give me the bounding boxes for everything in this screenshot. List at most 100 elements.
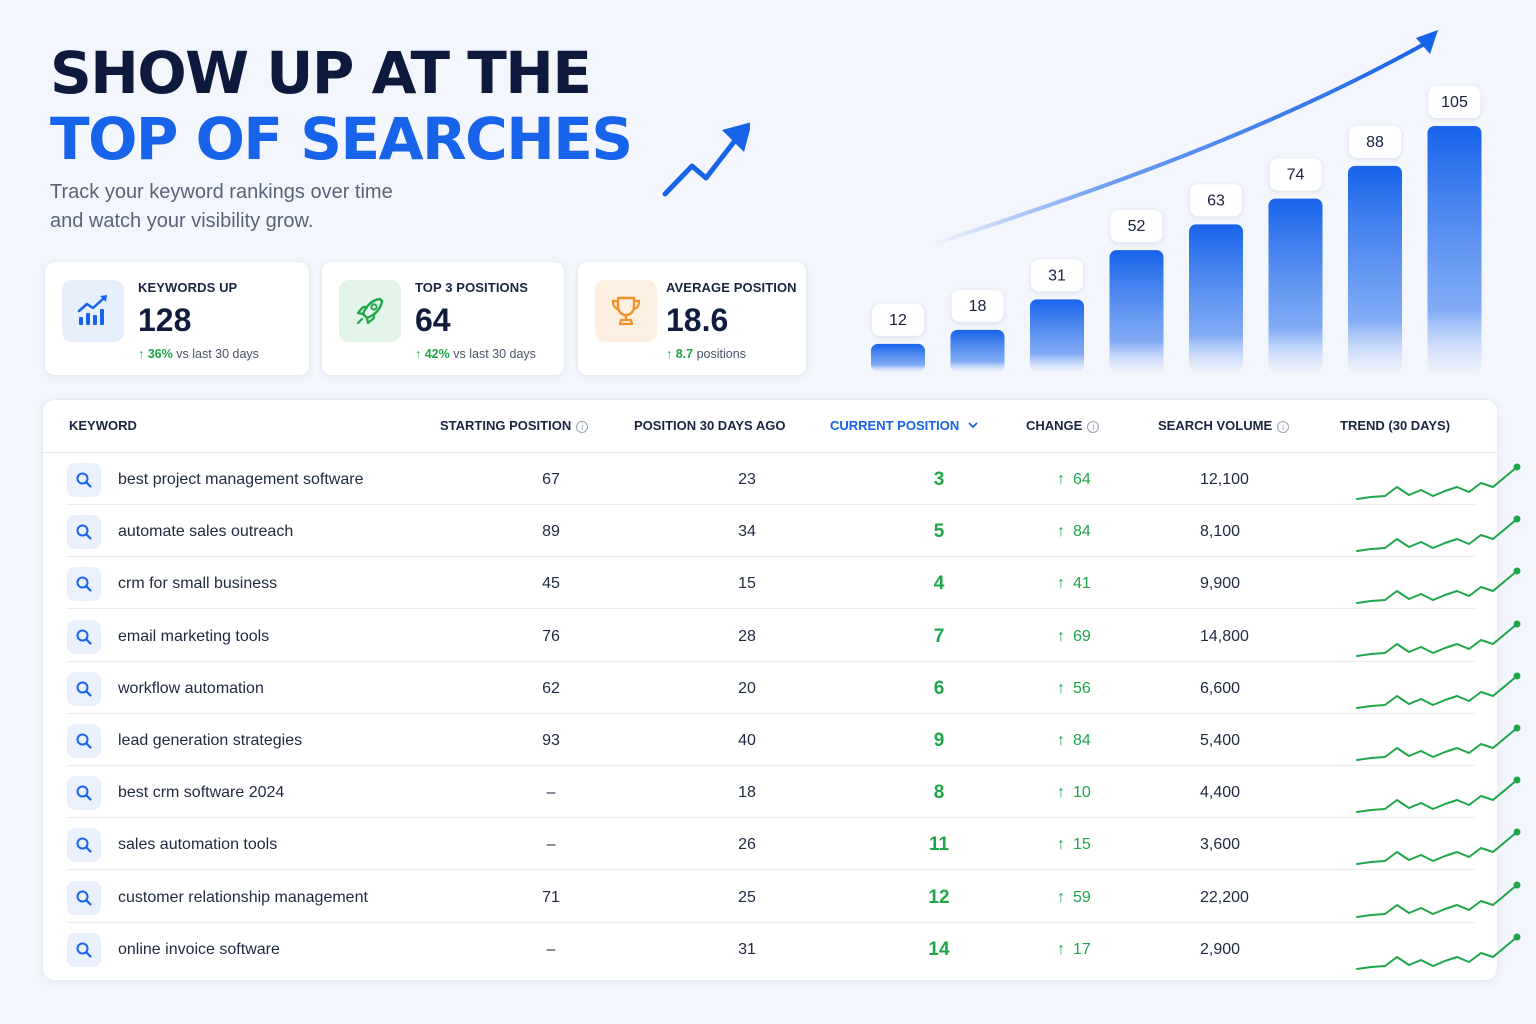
- table-row[interactable]: online invoice software – 31 14 ↑ 17 2,90…: [67, 923, 1521, 975]
- table-row[interactable]: crm for small business 45 15 4 ↑ 41 9,900: [67, 557, 1521, 610]
- info-icon[interactable]: i: [1277, 421, 1290, 433]
- up-arrow-icon: ↑: [1057, 732, 1065, 749]
- keyword-cell[interactable]: lead generation strategies: [118, 732, 303, 749]
- bar-value-text: 31: [1048, 267, 1066, 284]
- current-position-cell: 4: [933, 573, 945, 595]
- stat-delta-value: 42%: [424, 347, 450, 361]
- starting-position-cell: 45: [542, 575, 560, 593]
- bar-5: [1189, 224, 1243, 372]
- change-value: 41: [1073, 575, 1091, 593]
- up-arrow-icon: ↑: [138, 347, 148, 361]
- trend-sparkline: [1356, 881, 1521, 918]
- stat-delta: ↑ 42% vs last 30 days: [415, 347, 536, 361]
- stat-label: TOP 3 POSITIONS: [415, 280, 528, 295]
- search-icon: [67, 619, 101, 654]
- current-position-cell: 8: [933, 782, 945, 804]
- table-row[interactable]: workflow automation 62 20 6 ↑ 56 6,600: [67, 662, 1521, 714]
- starting-position-cell: –: [546, 940, 556, 958]
- bar-value-label: 88: [1349, 125, 1401, 158]
- table-row[interactable]: customer relationship management 71 25 1…: [67, 871, 1521, 923]
- header-start-label: STARTING POSITION: [440, 418, 572, 433]
- position-30-days-ago-cell: 40: [738, 732, 756, 749]
- stat-value: 128: [138, 302, 192, 338]
- starting-position-cell: 71: [542, 888, 560, 906]
- header-trend: TREND (30 DAYS): [1340, 418, 1450, 433]
- change-value: 10: [1073, 784, 1091, 802]
- info-icon[interactable]: i: [576, 421, 589, 433]
- trend-sparkline: [1356, 463, 1521, 500]
- change-value: 56: [1073, 679, 1091, 697]
- starting-position-cell: 76: [542, 627, 560, 645]
- keyword-cell[interactable]: crm for small business: [118, 575, 278, 593]
- search-volume-cell: 8,100: [1200, 523, 1241, 541]
- stat-delta-text: positions: [696, 347, 746, 361]
- keyword-cell[interactable]: best crm software 2024: [118, 784, 285, 802]
- keyword-cell[interactable]: email marketing tools: [118, 627, 270, 645]
- bar-6: [1268, 198, 1323, 372]
- position-30-days-ago-cell: 26: [738, 836, 756, 854]
- search-volume-cell: 4,400: [1200, 784, 1241, 802]
- bar-value-label: 105: [1428, 86, 1481, 118]
- trend-sparkline: [1356, 933, 1521, 970]
- bar-value-label: 12: [872, 303, 924, 336]
- title-line-2: TOP OF SEARCHES: [50, 105, 633, 173]
- bar-value-text: 18: [969, 298, 987, 315]
- starting-position-cell: –: [546, 784, 556, 802]
- change-value: 64: [1073, 471, 1091, 488]
- header-position-30-days-ago[interactable]: POSITION 30 DAYS AGO: [634, 418, 785, 433]
- search-icon: [67, 932, 101, 967]
- keyword-cell[interactable]: best project management software: [118, 471, 364, 488]
- stat-value: 18.6: [666, 302, 729, 338]
- search-volume-cell: 5,400: [1200, 732, 1241, 749]
- up-arrow-icon: ↑: [666, 347, 676, 361]
- bar-value-label: 18: [951, 289, 1004, 322]
- keyword-cell[interactable]: sales automation tools: [118, 836, 278, 854]
- trend-arrow-head: [1416, 30, 1438, 54]
- table-row[interactable]: automate sales outreach 89 34 5 ↑ 84 8,10…: [67, 505, 1521, 558]
- info-icon[interactable]: i: [1087, 421, 1100, 433]
- change-value: 17: [1073, 940, 1091, 958]
- stat-delta-value: 8.7: [675, 347, 694, 361]
- bar-value-label: 74: [1269, 158, 1322, 191]
- header-keyword[interactable]: KEYWORD: [69, 418, 137, 433]
- header-starting-position[interactable]: STARTING POSITION i: [440, 418, 589, 433]
- trend-sparkline: [1356, 620, 1521, 657]
- header-current-label: CURRENT POSITION: [830, 418, 960, 433]
- table-row[interactable]: best project management software 67 23 3…: [67, 453, 1521, 505]
- keyword-rankings-table: KEYWORD STARTING POSITION i POSITION 30 D…: [42, 399, 1521, 981]
- change-cell: ↑ 56: [1057, 680, 1091, 698]
- hero-section: SHOW UP AT THE TOP OF SEARCHES Track you…: [50, 40, 750, 240]
- up-arrow-icon: ↑: [1057, 784, 1065, 802]
- position-30-days-ago-cell: 20: [738, 679, 756, 697]
- keyword-cell[interactable]: online invoice software: [118, 940, 280, 958]
- bar-chart-svg: 12 18 31 52 63 74 88 105: [871, 30, 1482, 372]
- change-cell: ↑ 59: [1057, 889, 1091, 907]
- search-volume-cell: 3,600: [1200, 836, 1241, 854]
- table-header: KEYWORD STARTING POSITION i POSITION 30 D…: [43, 400, 1497, 453]
- change-cell: ↑ 15: [1057, 836, 1091, 854]
- search-volume-cell: 22,200: [1200, 888, 1249, 906]
- position-30-days-ago-cell: 15: [738, 575, 756, 593]
- title-line-1: SHOW UP AT THE: [50, 39, 592, 107]
- header-change[interactable]: CHANGE i: [1026, 418, 1100, 433]
- keyword-cell[interactable]: workflow automation: [118, 679, 264, 697]
- trend-sparkline: [1356, 776, 1521, 814]
- position-30-days-ago-cell: 31: [738, 940, 756, 958]
- keyword-cell[interactable]: automate sales outreach: [118, 523, 294, 541]
- table-row[interactable]: best crm software 2024 – 18 8 ↑ 10 4,400: [67, 766, 1521, 819]
- search-icon: [67, 828, 101, 863]
- change-cell: ↑ 84: [1057, 523, 1091, 541]
- table-row[interactable]: email marketing tools 76 28 7 ↑ 69 14,800: [67, 610, 1521, 662]
- table-row[interactable]: sales automation tools – 26 11 ↑ 15 3,600: [67, 818, 1521, 871]
- table-row[interactable]: lead generation strategies 93 40 9 ↑ 84 5…: [67, 714, 1521, 766]
- header-current-position[interactable]: CURRENT POSITION: [830, 418, 979, 433]
- current-position-cell: 9: [933, 730, 945, 751]
- chevron-down-icon: [968, 422, 978, 429]
- header-search-volume[interactable]: SEARCH VOLUME i: [1158, 418, 1290, 433]
- trophy-icon: [595, 280, 657, 342]
- keyword-cell[interactable]: customer relationship management: [118, 888, 368, 906]
- change-cell: ↑ 17: [1057, 941, 1091, 959]
- current-position-cell: 6: [933, 677, 945, 699]
- current-position-cell: 11: [928, 834, 950, 856]
- stat-delta: ↑ 8.7 positions: [666, 347, 746, 361]
